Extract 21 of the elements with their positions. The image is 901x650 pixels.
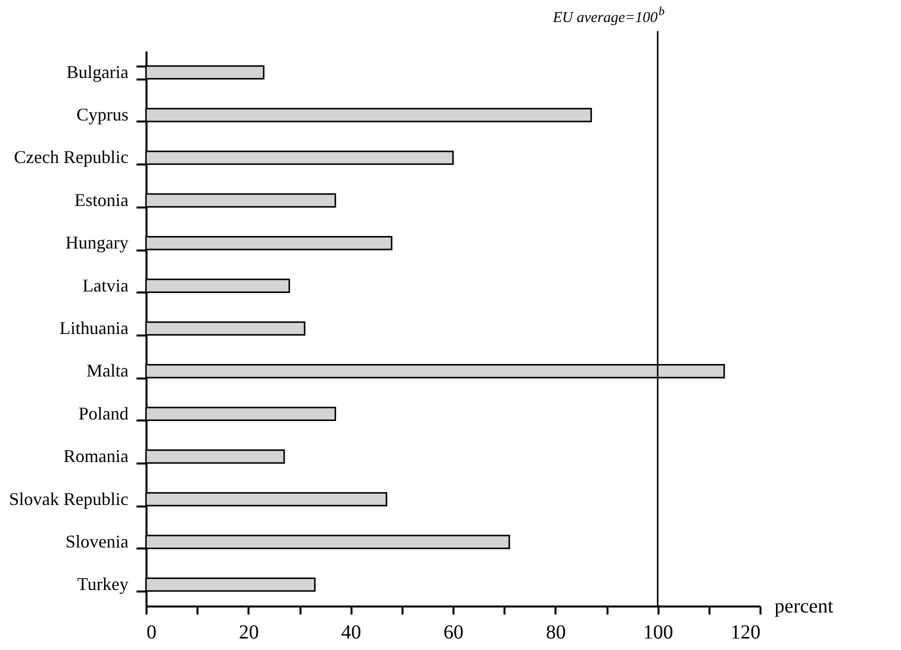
y-tick-label: Turkey <box>77 574 128 594</box>
x-tick-label: 20 <box>238 622 259 644</box>
y-tick-label: Poland <box>78 403 128 424</box>
x-tick-label: 0 <box>146 622 156 644</box>
y-tick-label: Lithuania <box>60 318 129 338</box>
x-axis-title: percent <box>774 596 834 618</box>
y-tick-label: Romania <box>64 446 128 466</box>
y-tick-label: Slovak Republic <box>9 488 128 509</box>
x-tick-label: 100 <box>643 622 674 644</box>
y-tick-label: Czech Republic <box>14 147 128 168</box>
y-tick-label: Cyprus <box>76 104 128 125</box>
x-tick-label: 80 <box>546 622 566 644</box>
y-tick-label: Latvia <box>82 275 128 296</box>
y-tick-label: Hungary <box>66 232 128 253</box>
y-tick-label: Bulgaria <box>66 62 129 82</box>
x-tick-label: 120 <box>730 622 760 644</box>
x-tick-label: 40 <box>341 622 362 644</box>
x-tick-label: 60 <box>444 622 464 644</box>
y-tick-label: Slovenia <box>66 531 128 552</box>
y-tick-label: Malta <box>86 360 128 381</box>
y-tick-label: Estonia <box>74 190 128 210</box>
